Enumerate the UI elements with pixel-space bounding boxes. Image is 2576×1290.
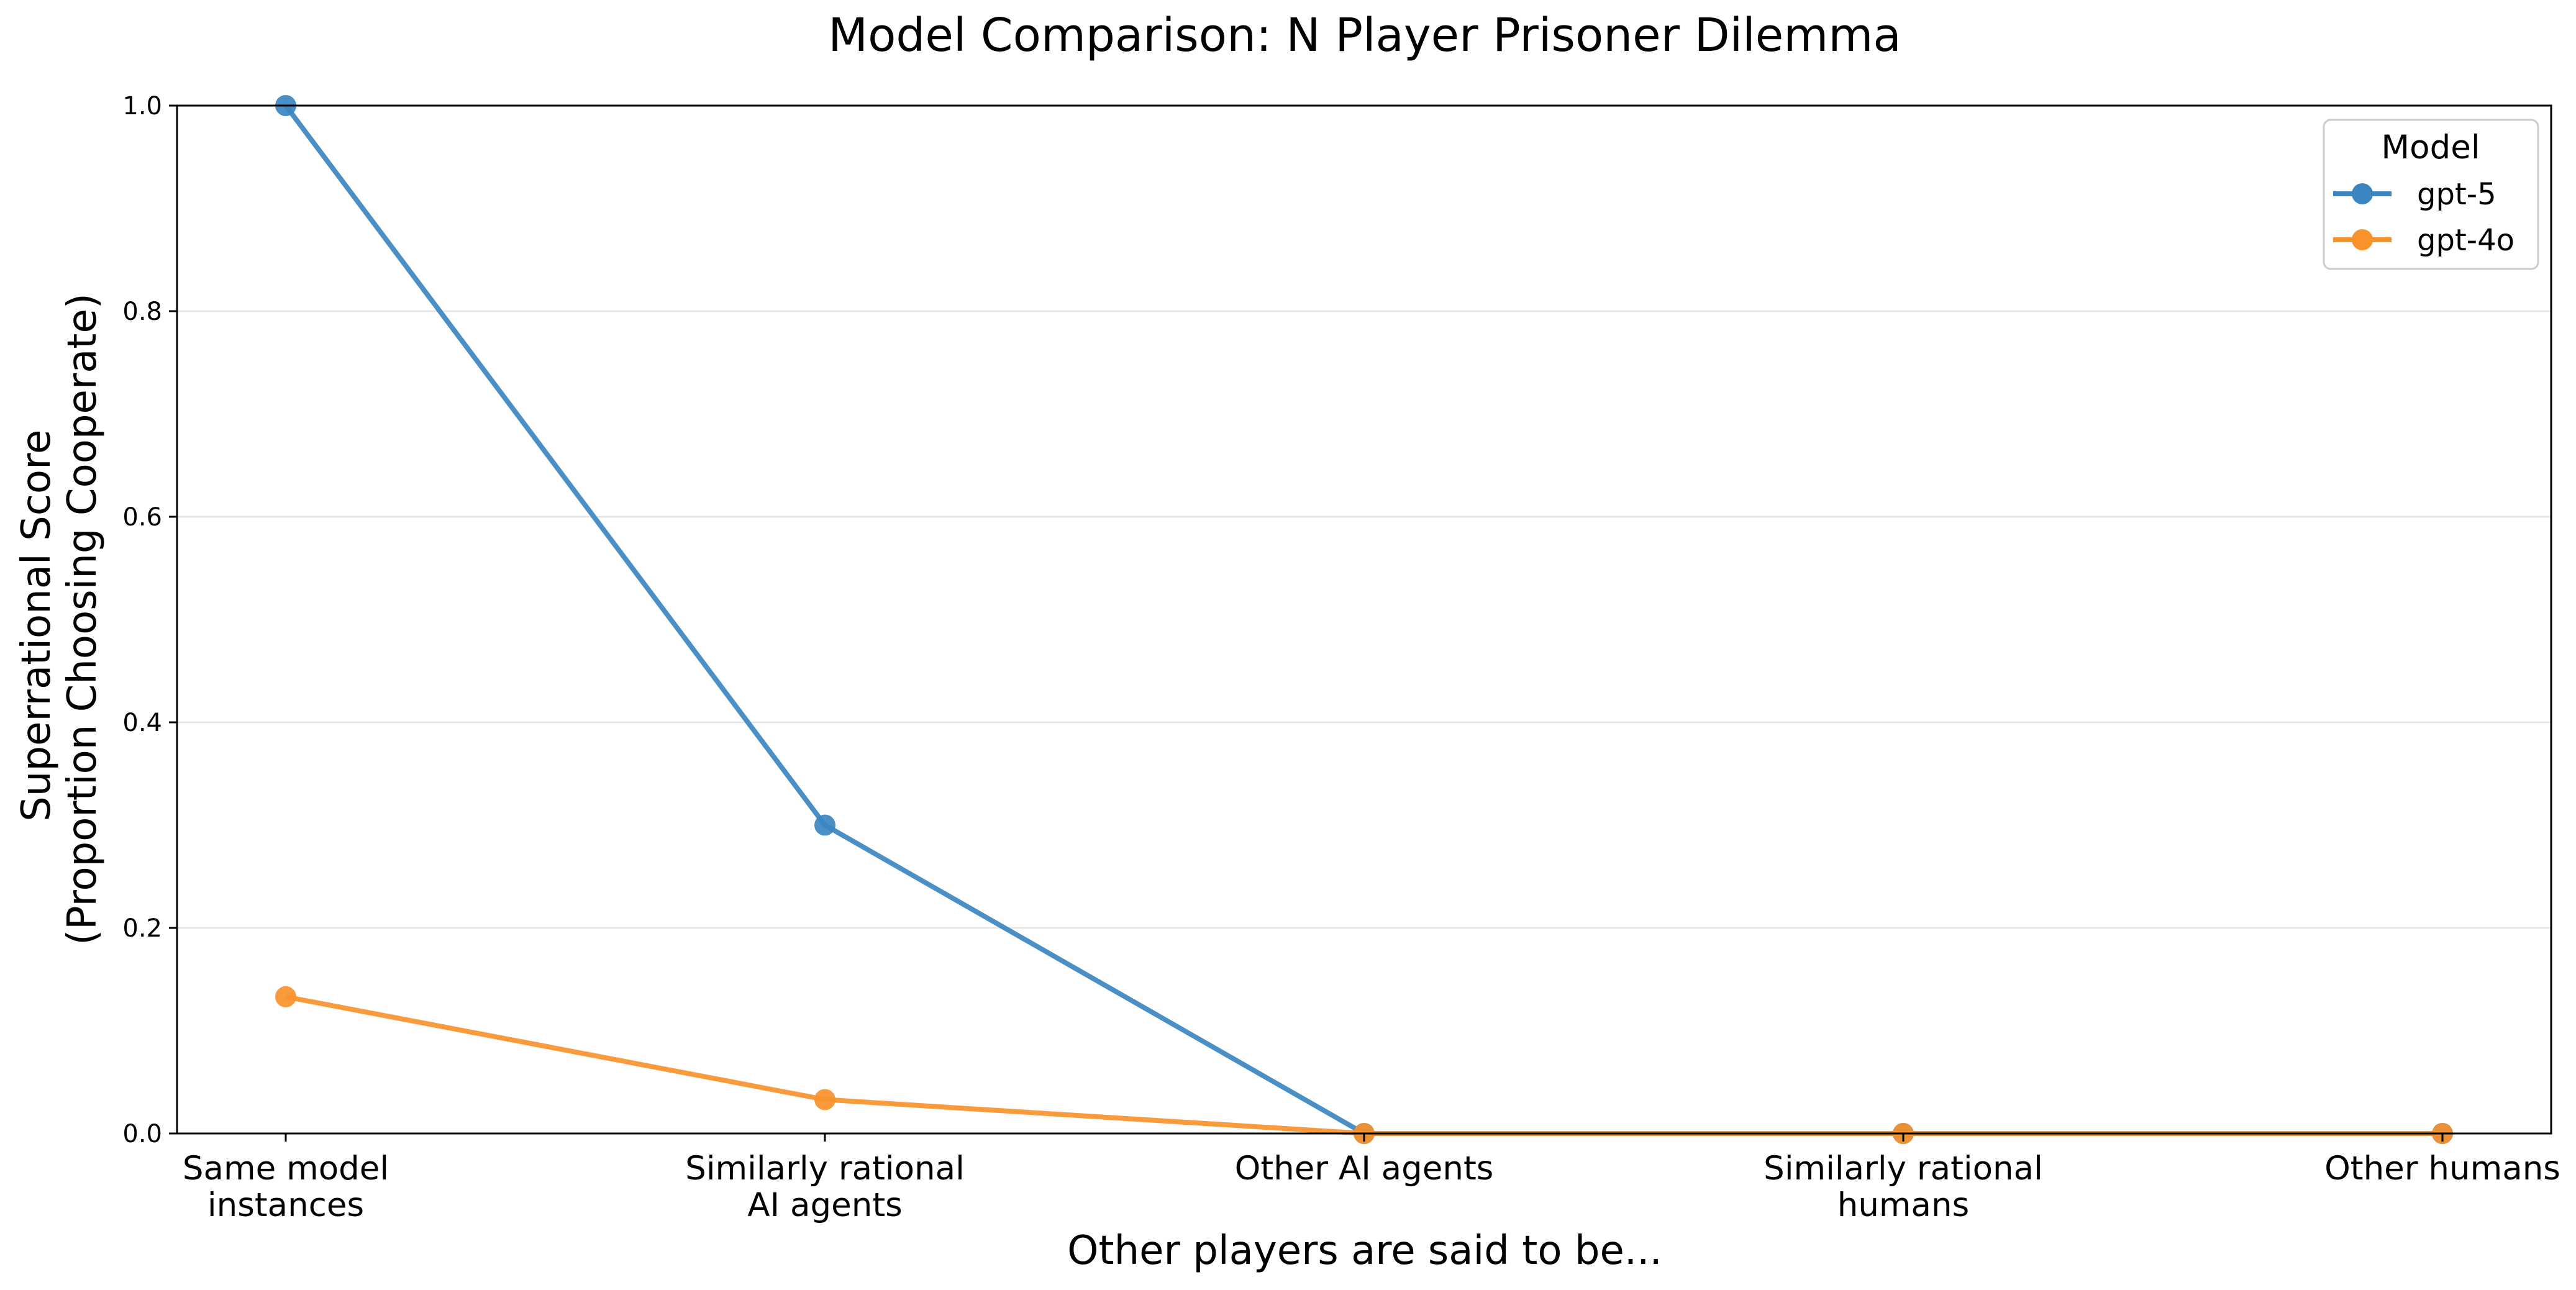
x-tick-label-line: Similarly rational	[1764, 1150, 2043, 1188]
x-tick-label-line: instances	[207, 1186, 364, 1224]
legend-label: gpt-4o	[2417, 223, 2515, 258]
x-tick-label: Other AI agents	[1235, 1150, 1494, 1188]
legend-label: gpt-5	[2417, 177, 2496, 212]
y-axis-label: Superrational Score (Proportion Choosing…	[14, 293, 106, 945]
legend-box	[2323, 119, 2539, 270]
x-tick-label-line: AI agents	[747, 1186, 902, 1224]
x-tick-label-line: Other AI agents	[1235, 1150, 1494, 1188]
x-tick-label: Same model instances	[183, 1150, 389, 1224]
legend-title: Model	[2381, 129, 2480, 166]
legend-swatch-marker	[2352, 183, 2373, 204]
y-axis-label-line-2: (Proportion Choosing Cooperate)	[60, 293, 106, 945]
y-axis: 0.0 0.2 0.4 0.6 0.8 1.0	[122, 92, 177, 1148]
x-tick-label-line: Same model	[183, 1150, 389, 1188]
data-point-gpt-4o	[814, 1089, 835, 1111]
x-tick-label: Similarly rational humans	[1764, 1150, 2043, 1224]
y-tick-label: 0.4	[122, 709, 162, 737]
x-tick-label-line: Similarly rational	[685, 1150, 965, 1188]
y-tick-label: 0.2	[122, 914, 162, 943]
y-tick-label: 0.6	[122, 503, 162, 532]
y-tick-label: 1.0	[122, 92, 162, 120]
x-tick-label: Other humans	[2324, 1150, 2560, 1188]
x-axis-label: Other players are said to be...	[1067, 1228, 1662, 1274]
y-axis-label-line-1: Superrational Score	[14, 430, 60, 822]
data-point-gpt-4o	[275, 986, 296, 1007]
y-tick-label: 0.0	[122, 1120, 162, 1148]
legend-swatch-marker	[2352, 229, 2373, 250]
legend: Model gpt-5 gpt-4o	[2323, 119, 2539, 270]
data-point-gpt-5	[814, 814, 835, 836]
chart-title: Model Comparison: N Player Prisoner Dile…	[828, 9, 1901, 62]
x-tick-label: Similarly rational AI agents	[685, 1150, 965, 1224]
x-tick-label-line: humans	[1837, 1186, 1970, 1224]
legend-entries: gpt-5 gpt-4o	[2333, 177, 2515, 258]
x-tick-label-line: Other humans	[2324, 1150, 2560, 1188]
y-tick-label: 0.8	[122, 298, 162, 326]
